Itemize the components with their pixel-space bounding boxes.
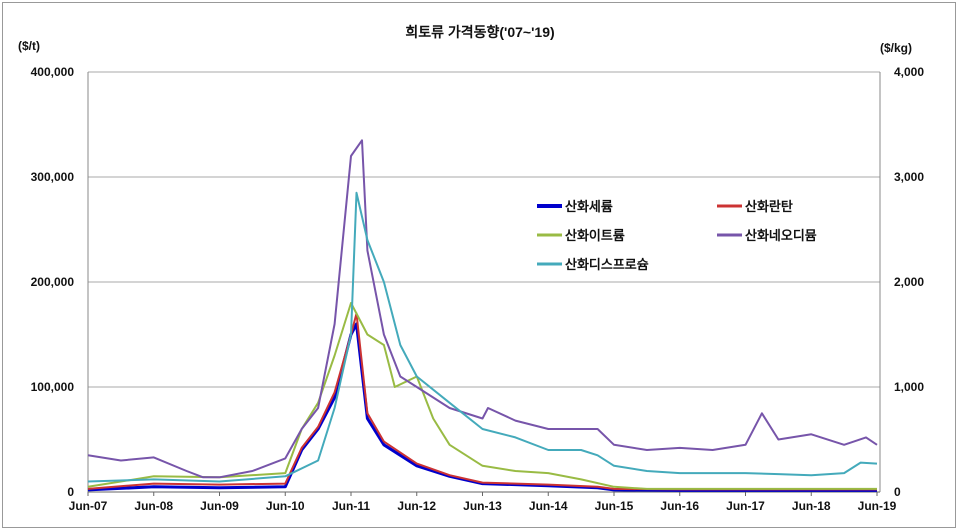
y-tick-label-left: 200,000 [31,275,75,289]
x-tick-label: Jun-15 [595,499,634,513]
y-tick-label-left: 400,000 [31,65,75,79]
left-axis-unit: ($/t) [18,39,40,53]
legend-label: 산화네오디뮴 [745,228,817,243]
x-tick-label: Jun-09 [200,499,239,513]
legend-label: 산화디스프로슘 [565,257,649,272]
legend-label: 산화세륨 [565,199,613,214]
x-tick-label: Jun-14 [529,499,568,513]
x-tick-label: Jun-12 [397,499,436,513]
right-axis-unit: ($/kg) [880,41,912,55]
x-tick-label: Jun-07 [69,499,108,513]
series-line-산화이트륨 [87,302,877,490]
x-tick-label: Jun-19 [858,499,897,513]
x-tick-label: Jun-18 [792,499,831,513]
y-tick-label-right: 1,000 [894,380,924,394]
x-tick-label: Jun-08 [134,499,173,513]
x-tick-label: Jun-10 [266,499,305,513]
legend-label: 산화란탄 [745,199,793,214]
chart-title: 희토류 가격동향('07~'19) [405,24,554,40]
x-tick-label: Jun-16 [660,499,699,513]
y-tick-label-right: 4,000 [894,65,924,79]
y-tick-label-left: 300,000 [31,170,75,184]
x-tick-label: Jun-17 [726,499,765,513]
y-tick-label-left: 0 [67,485,74,499]
y-tick-label-right: 2,000 [894,275,924,289]
y-tick-label-right: 3,000 [894,170,924,184]
series-line-산화네오디뮴 [87,139,878,479]
legend-label: 산화이트륨 [565,228,625,243]
x-tick-label: Jun-13 [463,499,502,513]
y-tick-label-left: 100,000 [31,380,75,394]
series-line-산화란탄 [87,312,877,491]
x-tick-label: Jun-11 [332,499,370,513]
y-tick-label-right: 0 [894,485,901,499]
series-line-산화디스프로슘 [87,191,878,483]
